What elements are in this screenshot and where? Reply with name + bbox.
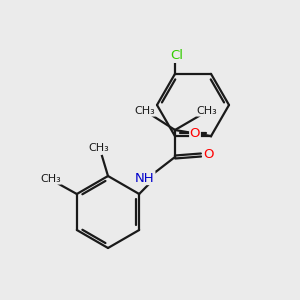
Text: CH₃: CH₃ <box>88 143 110 153</box>
Text: CH₃: CH₃ <box>196 106 218 116</box>
Text: CH₃: CH₃ <box>40 174 61 184</box>
Text: NH: NH <box>135 172 155 184</box>
Text: CH₃: CH₃ <box>135 106 155 116</box>
Text: O: O <box>190 127 200 140</box>
Text: Cl: Cl <box>170 49 184 62</box>
Text: O: O <box>203 148 213 161</box>
